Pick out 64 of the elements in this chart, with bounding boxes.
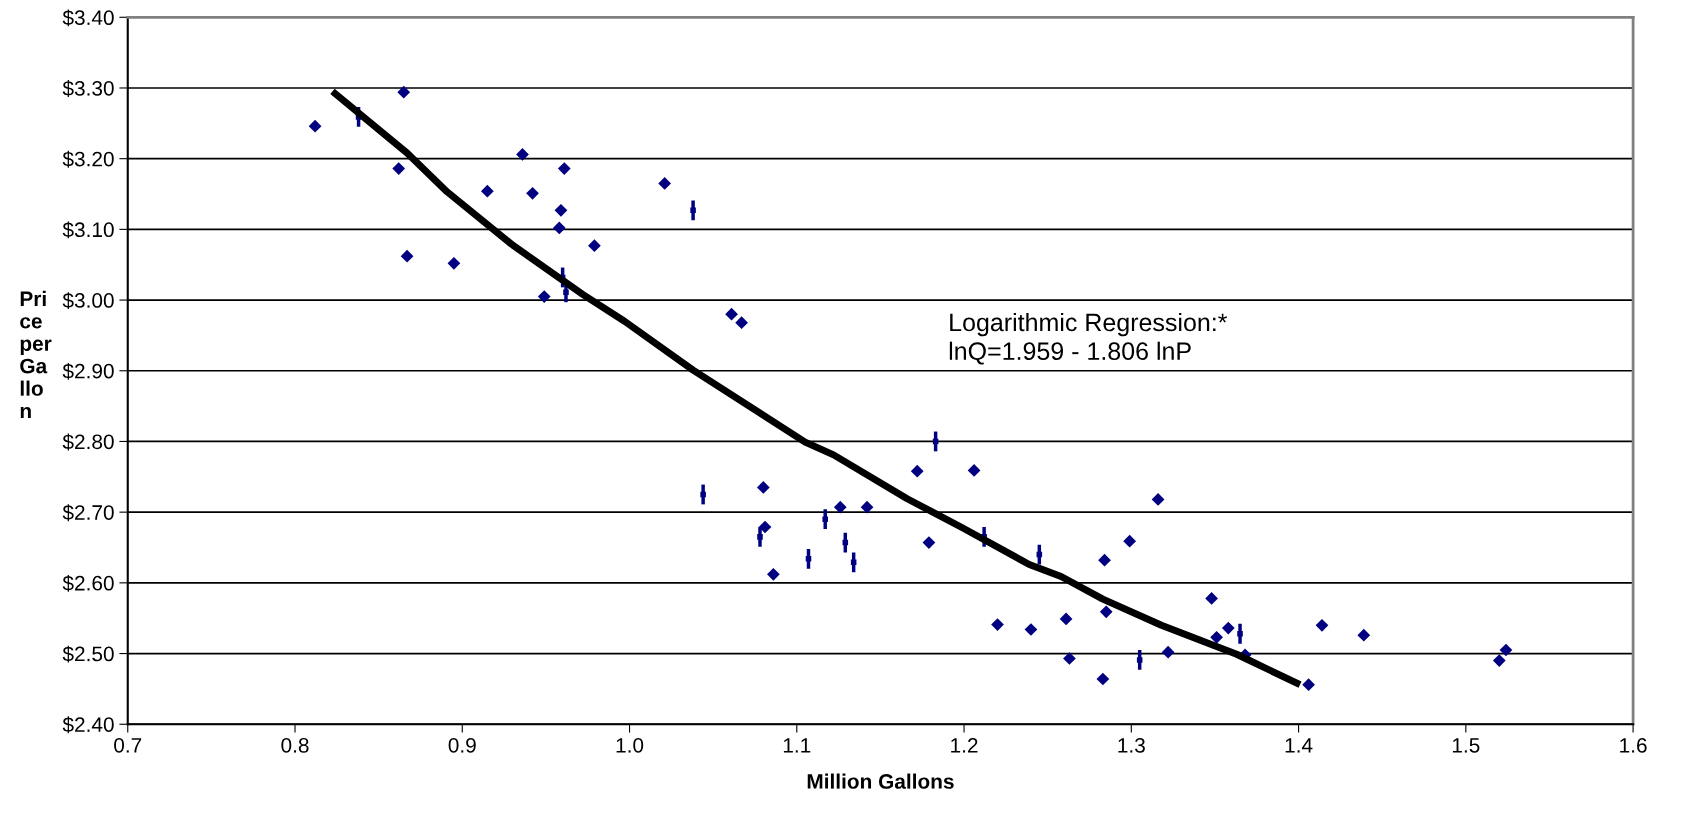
y-tick-label: $2.40 (62, 716, 114, 734)
y-tick-label: $2.60 (62, 574, 114, 592)
point (588, 239, 601, 252)
point (1357, 628, 1371, 642)
y-tick-label: $2.90 (62, 362, 114, 380)
point (554, 203, 568, 217)
point (1205, 592, 1218, 605)
point (833, 500, 847, 514)
point (447, 256, 461, 270)
x-tick-label: 1.6 (1620, 737, 1647, 753)
point (481, 184, 494, 198)
x-tick-label: 0.7 (114, 737, 142, 753)
point (860, 500, 874, 514)
point (758, 520, 772, 534)
y-tick-label: $3.40 (62, 9, 114, 27)
point (392, 162, 406, 175)
point (1099, 605, 1113, 619)
y-tick-label: $2.50 (62, 645, 114, 663)
annotation: Logarithmic Regression:* lnQ=1.959 - 1.806 lnP (949, 312, 1228, 365)
point (516, 148, 529, 161)
x-tick-label: 0.9 (448, 737, 476, 753)
point (1161, 645, 1175, 659)
point (991, 618, 1004, 631)
point (910, 464, 924, 478)
y-tick-label: $3.20 (62, 150, 114, 168)
x-axis-title: Million Gallons (807, 773, 954, 789)
point (756, 481, 770, 494)
point (1096, 672, 1110, 686)
point (1210, 630, 1223, 644)
point (1123, 534, 1137, 548)
point (400, 249, 414, 263)
point (552, 221, 566, 235)
point (308, 119, 322, 133)
x-tick-label: 0.8 (281, 737, 309, 753)
point (1221, 621, 1235, 635)
y-tick-label: $2.70 (62, 504, 114, 522)
point (658, 177, 672, 190)
y-axis-title: Pri ce per Ga llo n (20, 290, 52, 419)
point (1492, 654, 1506, 667)
point (537, 290, 551, 303)
point (767, 568, 780, 581)
point (725, 307, 738, 321)
point (557, 162, 571, 175)
point (1151, 493, 1165, 506)
point (397, 85, 411, 99)
x-tick-label: 1.5 (1452, 738, 1480, 753)
point (1098, 553, 1111, 567)
point (1499, 643, 1513, 657)
point (1063, 652, 1076, 665)
x-tick-label: 1.4 (1285, 738, 1313, 753)
point (735, 316, 748, 330)
point (1315, 618, 1329, 632)
point (526, 186, 539, 200)
x-tick-label: 1.1 (783, 738, 811, 753)
x-tick-label: 1.3 (1118, 737, 1145, 753)
y-tick-label: $3.30 (62, 80, 114, 97)
point (1302, 678, 1315, 692)
x-tick-label: 1.2 (951, 737, 978, 753)
y-tick-label: $3.00 (62, 292, 114, 310)
point (1059, 612, 1073, 626)
y-tick-label: $2.80 (62, 433, 114, 451)
x-tick-label: 1.0 (616, 737, 644, 753)
y-tick-label: $3.10 (62, 221, 114, 239)
point (967, 464, 981, 477)
